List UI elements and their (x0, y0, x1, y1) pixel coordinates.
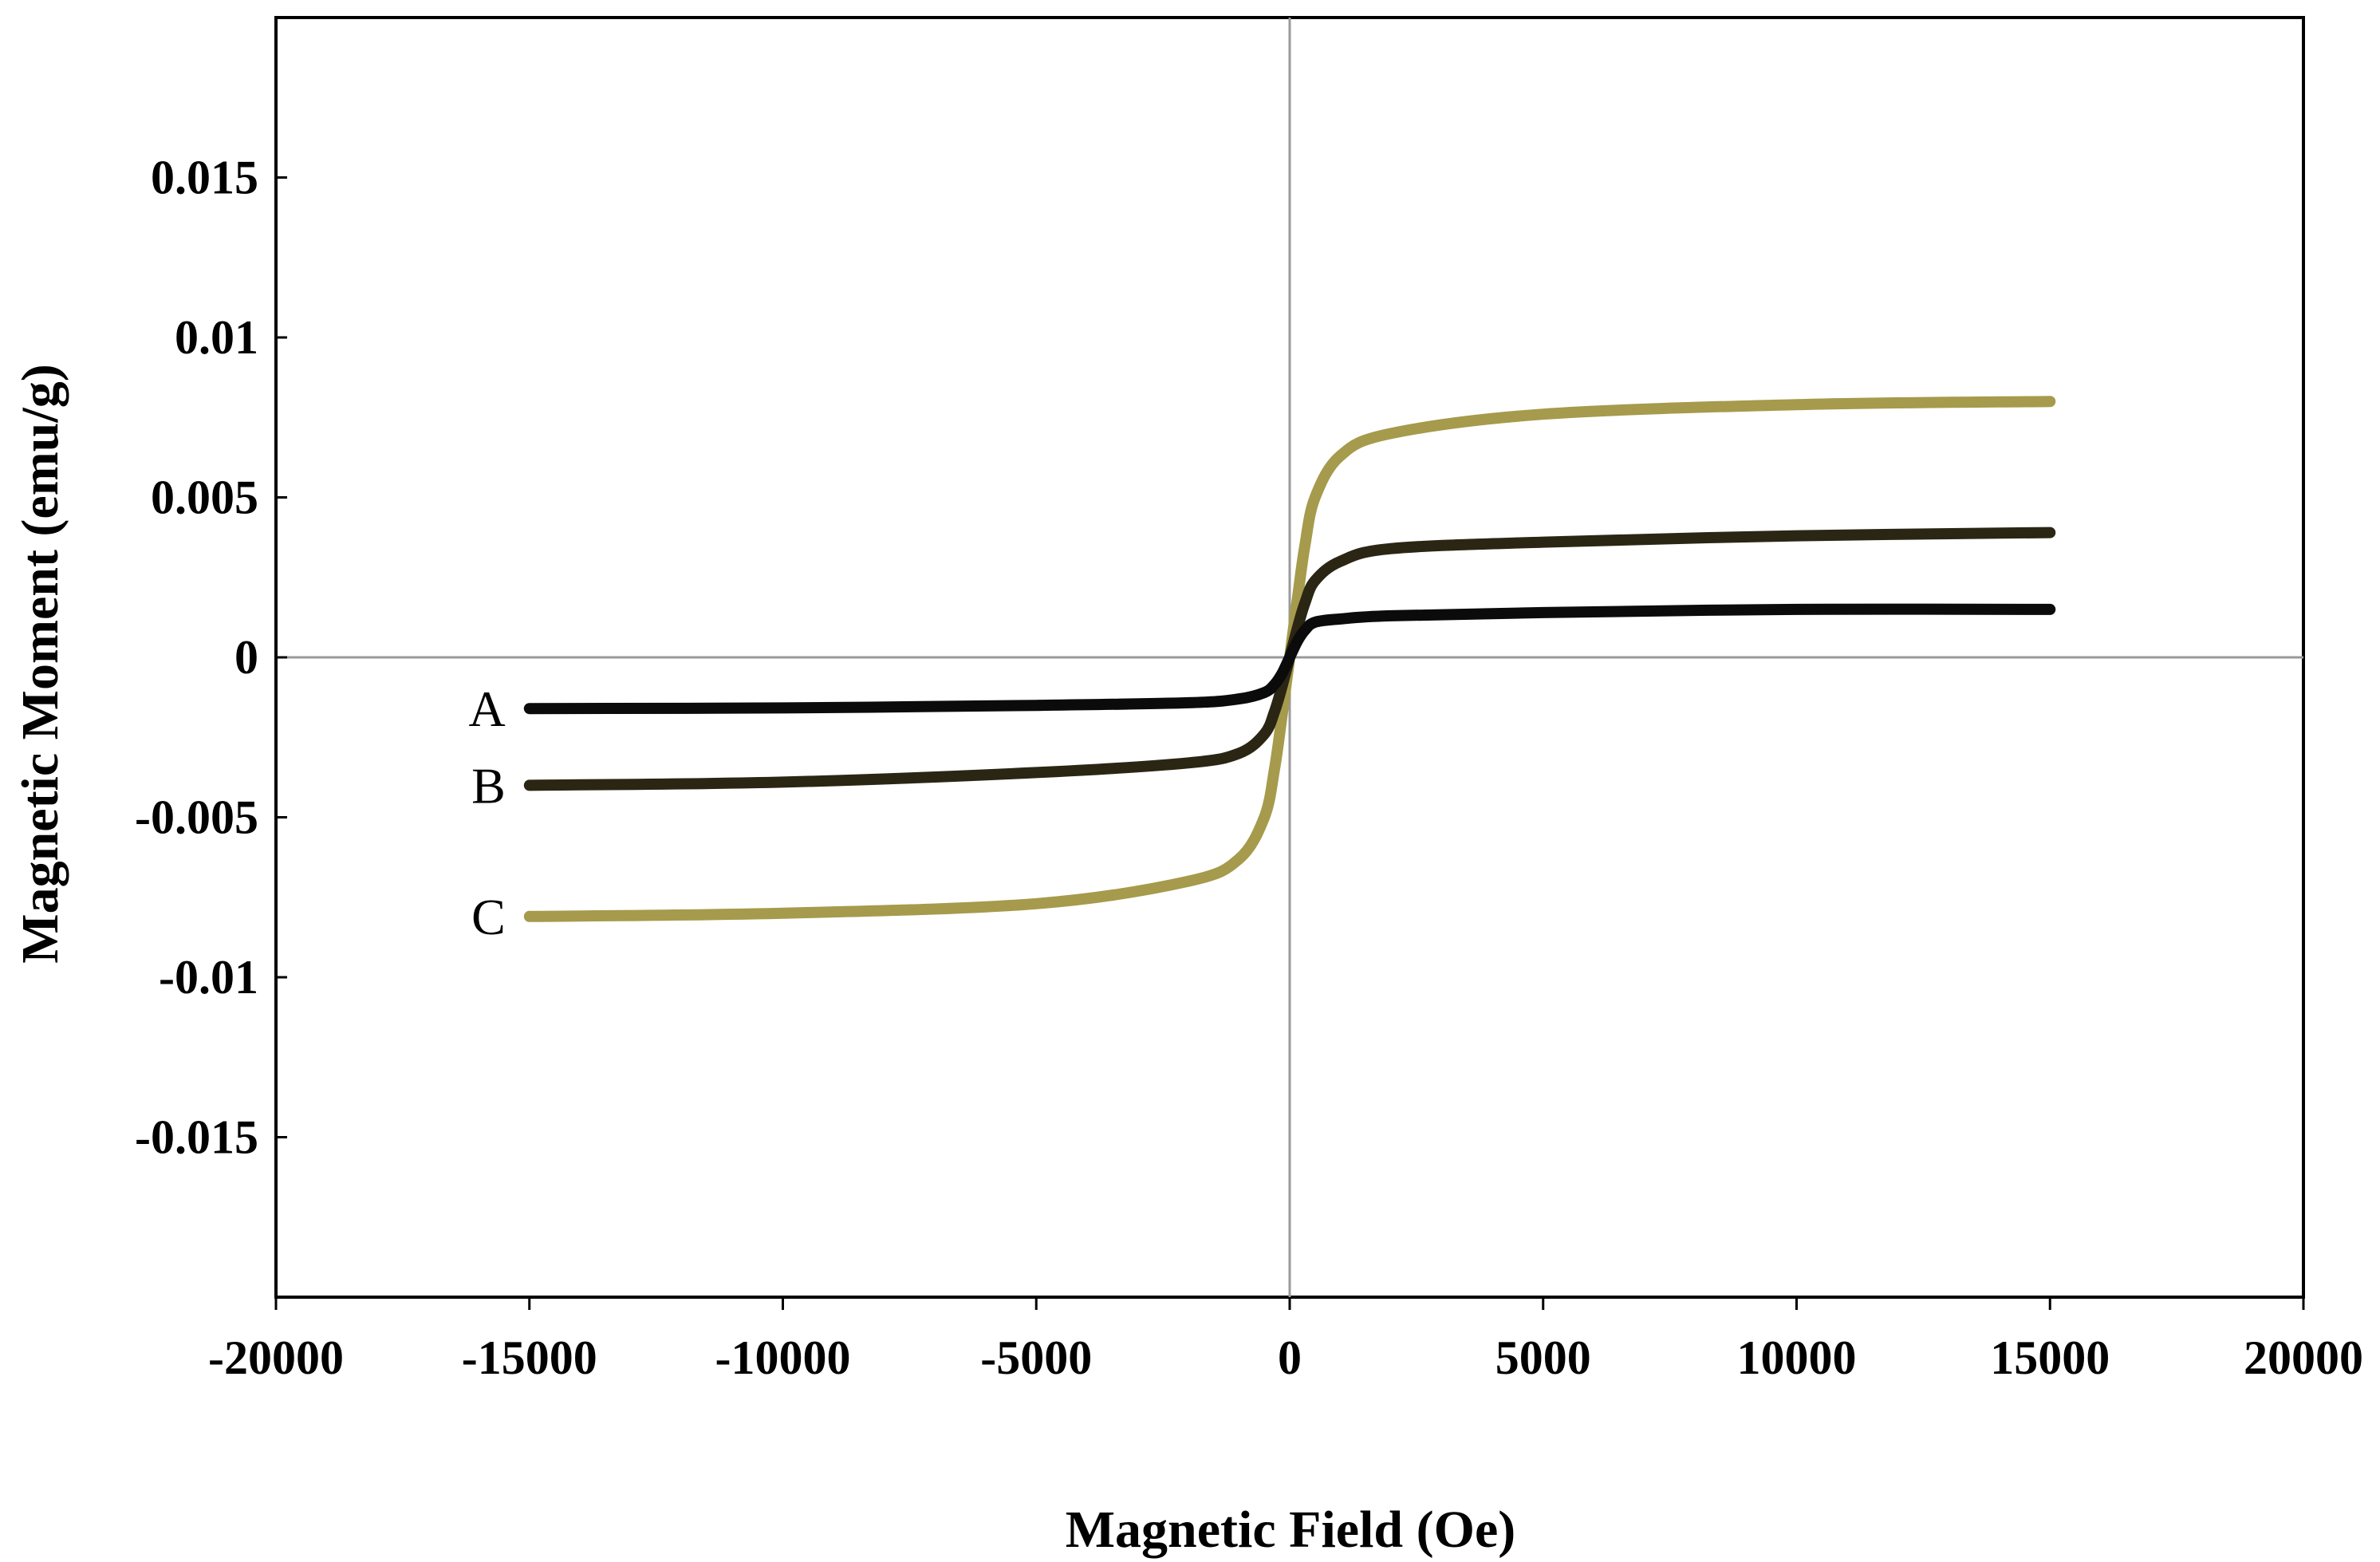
series-label-b: B (471, 757, 506, 814)
series-label-a: A (469, 680, 506, 737)
x-tick-label: -15000 (462, 1331, 597, 1384)
y-tick-label: 0 (234, 631, 258, 684)
y-tick-label: -0.005 (135, 791, 258, 844)
x-tick-label: 10000 (1737, 1331, 1857, 1384)
series-label-c: C (471, 889, 506, 945)
y-tick-label: -0.01 (159, 951, 258, 1004)
x-tick-label: 15000 (1990, 1331, 2110, 1384)
y-tick-label: -0.015 (135, 1111, 258, 1164)
x-axis-ticks: -20000 -15000 -10000 -5000 0 5000 10000 15000 20… (208, 1297, 2363, 1384)
x-tick-label: 0 (1278, 1331, 1302, 1384)
y-axis-ticks: 0.015 0.01 0.005 0 -0.005 -0.01 -0.015 (135, 152, 287, 1164)
y-tick-label: 0.005 (151, 471, 258, 524)
series-layer (523, 396, 2056, 922)
y-tick-label: 0.01 (175, 311, 258, 364)
x-tick-label: 20000 (2244, 1331, 2363, 1384)
x-tick-label: -10000 (715, 1331, 851, 1384)
x-tick-label: -5000 (980, 1331, 1092, 1384)
x-axis-title: Magnetic Field (Oe) (1066, 1501, 1515, 1559)
series-labels: AB C (469, 680, 506, 945)
y-tick-label: 0.015 (151, 152, 258, 204)
x-tick-label: 5000 (1495, 1331, 1591, 1384)
x-tick-label: -20000 (208, 1331, 344, 1384)
series-line-a (523, 603, 2056, 715)
y-axis-title: Magnetic Moment (emu/g) (11, 364, 69, 963)
